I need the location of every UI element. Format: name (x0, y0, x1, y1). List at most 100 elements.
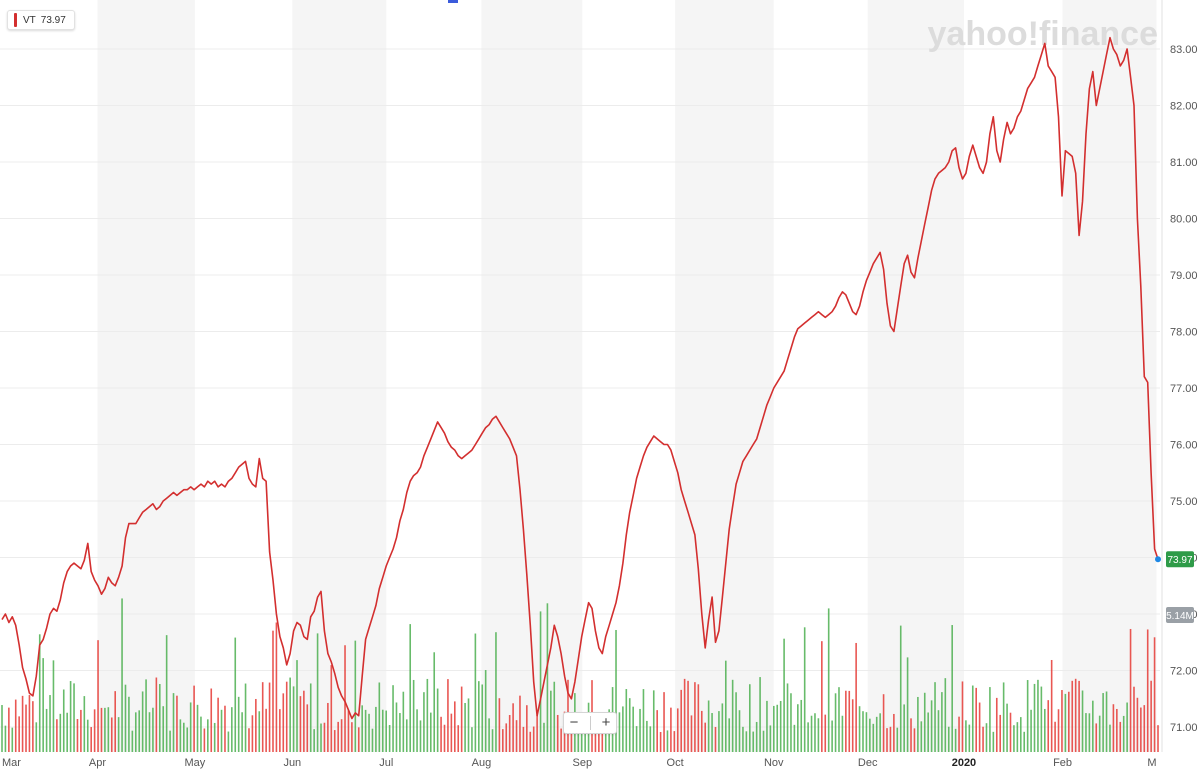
volume-bar (999, 714, 1002, 752)
x-tick-label: Aug (472, 757, 492, 769)
volume-bar (862, 711, 864, 752)
volume-bar (649, 726, 652, 752)
volume-bar (810, 715, 813, 752)
y-tick-label: 80.00 (1170, 214, 1198, 226)
volume-bar (930, 700, 933, 752)
volume-bar (556, 714, 559, 752)
volume-bar (1092, 700, 1094, 752)
volume-bar (471, 727, 473, 752)
volume-bar (292, 686, 295, 752)
volume-bar (934, 682, 936, 752)
zoom-out-button[interactable]: − (569, 714, 579, 731)
y-tick-label: 76.00 (1170, 440, 1198, 452)
volume-bar (865, 712, 868, 752)
volume-bar (114, 691, 116, 752)
volume-bar (73, 683, 75, 752)
legend-swatch (14, 13, 17, 27)
volume-bar (124, 684, 127, 752)
volume-bar (965, 720, 967, 752)
volume-bar (913, 728, 916, 752)
volume-bar (28, 695, 31, 752)
volume-bar (755, 721, 758, 752)
volume-bar (707, 700, 710, 752)
volume-bar (316, 633, 319, 752)
month-band (292, 0, 387, 752)
volume-bar (97, 640, 99, 752)
volume-bar (467, 698, 470, 752)
volume-bar (14, 699, 17, 752)
volume-bar (155, 677, 158, 752)
volume-bar (1050, 659, 1053, 752)
volume-bar (231, 707, 233, 752)
volume-bar (1030, 709, 1032, 752)
volume-bar (1054, 721, 1056, 752)
volume-bar (134, 712, 137, 752)
volume-bar (313, 729, 315, 752)
volume-bar (8, 707, 10, 752)
volume-bar (227, 731, 230, 752)
volume-bar (906, 657, 909, 752)
zoom-divider (589, 716, 591, 730)
volume-bar (18, 716, 20, 752)
volume-bar (817, 718, 820, 752)
volume-bar (100, 707, 103, 752)
volume-bar (1044, 708, 1046, 752)
volume-bar (989, 687, 991, 752)
volume-bar (255, 698, 257, 752)
volume-bar (683, 678, 686, 752)
volume-bar (752, 731, 755, 752)
volume-bar (759, 677, 761, 752)
x-tick-label: Jul (379, 757, 393, 769)
volume-bar (179, 719, 182, 752)
volume-bar (1157, 725, 1159, 752)
price-line[interactable] (1, 36, 1159, 720)
volume-bar (879, 713, 881, 752)
volume-bar (158, 684, 161, 752)
volume-bar (773, 705, 775, 752)
volume-bar (66, 712, 68, 752)
volume-bar (652, 690, 655, 752)
zoom-in-button[interactable]: + (601, 714, 611, 731)
volume-bar (577, 718, 580, 752)
volume-bar (947, 726, 950, 752)
volume-bar (38, 634, 41, 752)
volume-bar (381, 709, 384, 752)
volume-bar (1, 705, 3, 752)
volume-bar (728, 718, 731, 752)
zoom-control[interactable]: − + (563, 712, 617, 734)
volume-bar (899, 625, 902, 752)
volume-bar (845, 690, 847, 752)
volume-bar (131, 730, 134, 752)
volume-bar (869, 718, 871, 752)
volume-bar (1129, 628, 1132, 752)
volume-bar (337, 721, 339, 752)
volume-bar (83, 696, 86, 752)
x-tick-label: Nov (764, 757, 784, 769)
volume-bar (289, 677, 291, 752)
volume-bar (1122, 715, 1125, 752)
volume-bar (457, 725, 460, 752)
volume-bar (481, 684, 484, 752)
legend-chip[interactable]: VT 73.97 (7, 10, 75, 30)
volume-bar (450, 713, 453, 752)
volume-bar (279, 709, 281, 752)
volume-bar (495, 632, 497, 752)
last-price-point (1155, 556, 1161, 563)
volume-bar (323, 722, 326, 752)
volume-bar (656, 710, 658, 752)
volume-bar (526, 705, 528, 752)
volume-bar (855, 642, 857, 752)
volume-bar (896, 727, 899, 752)
volume-bar (824, 714, 827, 752)
volume-bar (570, 724, 573, 752)
volume-bar (872, 723, 875, 752)
volume-bar (971, 685, 974, 752)
volume-bar (838, 687, 840, 752)
volume-bar (786, 683, 789, 752)
volume-bar (748, 684, 751, 752)
volume-bar (110, 717, 113, 752)
volume-bar (330, 665, 333, 752)
volume-bar (93, 709, 96, 752)
